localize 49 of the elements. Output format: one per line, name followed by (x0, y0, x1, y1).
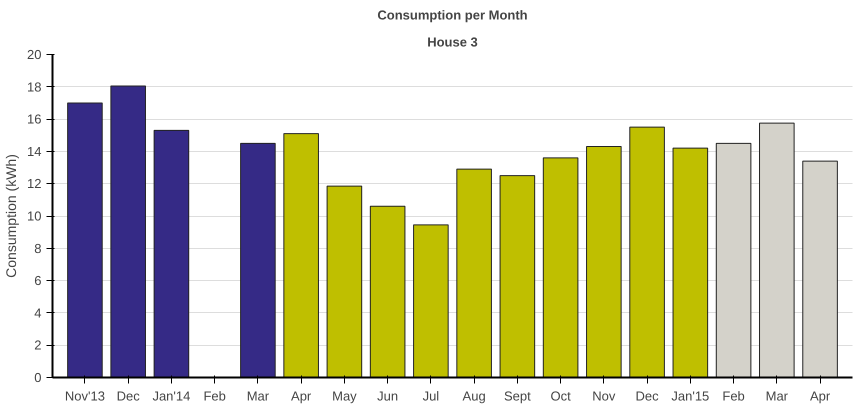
y-tick-label: 16 (27, 112, 42, 127)
x-tick-label: Oct (550, 388, 572, 404)
x-tick-label: Sept (504, 388, 532, 404)
x-tick-label: Apr (810, 388, 831, 404)
y-tick-label: 20 (27, 47, 42, 62)
x-tick-label: Jun (377, 388, 398, 404)
x-tick-label: Mar (766, 388, 789, 404)
bar (716, 142, 752, 378)
bar (67, 102, 103, 378)
x-tick-label: Dec (116, 388, 140, 404)
y-tick-label: 14 (27, 144, 42, 159)
x-tick-label: Aug (462, 388, 486, 404)
chart-title: Consumption per Month (377, 8, 528, 22)
bar (586, 146, 622, 378)
x-tick-label: Dec (636, 388, 660, 404)
y-tick-label: 18 (27, 79, 42, 94)
y-tick-label: 8 (34, 240, 42, 256)
x-tick-label: May (332, 388, 358, 404)
bar (672, 148, 708, 378)
bar (500, 175, 536, 378)
y-tick-label: 6 (34, 273, 42, 288)
x-tick-label: Jan'14 (152, 388, 190, 404)
bar (629, 126, 665, 378)
y-tick-label: 12 (27, 176, 42, 192)
x-tick-label: Nov'13 (64, 388, 105, 404)
bar (110, 85, 146, 378)
bar (456, 168, 492, 378)
bar (283, 133, 319, 378)
y-tick-label: 10 (27, 208, 42, 224)
x-tick-label: Feb (203, 388, 226, 404)
bar (413, 224, 449, 378)
bar (370, 206, 406, 378)
y-tick-label: 0 (34, 370, 42, 385)
y-axis-title: Consumption (kWh) (3, 154, 20, 278)
bar (542, 157, 578, 378)
x-tick-label: Nov (592, 388, 616, 404)
bar (326, 186, 362, 378)
bar (154, 130, 190, 378)
bar (802, 160, 838, 378)
y-tick-label: 2 (34, 338, 42, 353)
y-tick-label: 4 (34, 305, 42, 320)
bar (759, 122, 795, 378)
x-tick-label: Feb (722, 388, 745, 404)
x-tick-label: Mar (246, 388, 270, 404)
x-tick-label: Jul (422, 388, 440, 404)
chart-subtitle: House 3 (427, 34, 478, 50)
x-tick-label: Apr (291, 388, 312, 404)
x-tick-label: Jan'15 (671, 388, 710, 404)
bar (240, 142, 276, 378)
